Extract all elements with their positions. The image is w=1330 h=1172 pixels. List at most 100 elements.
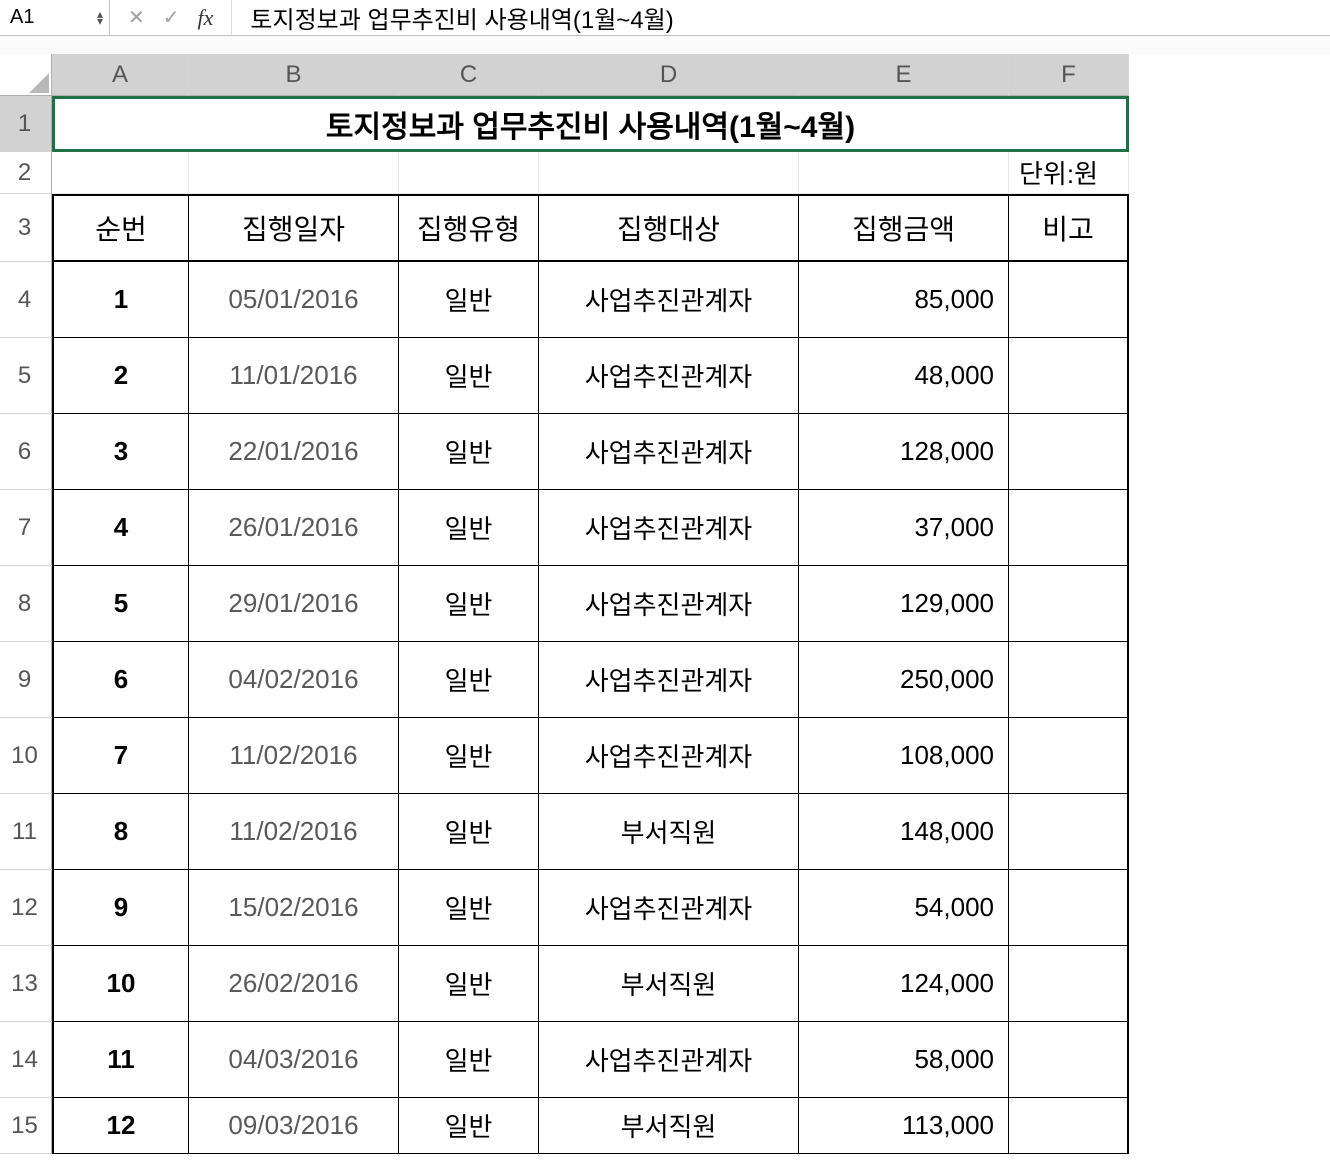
- row-header-3[interactable]: 3: [0, 194, 52, 262]
- table-row[interactable]: 사업추진관계자: [539, 262, 799, 338]
- table-row[interactable]: 부서직원: [539, 794, 799, 870]
- table-row[interactable]: 일반: [399, 946, 539, 1022]
- table-row[interactable]: 일반: [399, 718, 539, 794]
- spreadsheet-grid[interactable]: A B C D E F 1 토지정보과 업무추진비 사용내역(1월~4월) 2 …: [0, 54, 1330, 1154]
- table-row[interactable]: 04/03/2016: [189, 1022, 399, 1098]
- table-row[interactable]: [1009, 870, 1129, 946]
- table-row[interactable]: 3: [52, 414, 189, 490]
- table-row[interactable]: [1009, 338, 1129, 414]
- col-header-A[interactable]: A: [52, 54, 189, 96]
- table-row[interactable]: 22/01/2016: [189, 414, 399, 490]
- unit-cell[interactable]: 단위:원: [1009, 152, 1129, 194]
- table-row[interactable]: 일반: [399, 642, 539, 718]
- table-row[interactable]: 108,000: [799, 718, 1009, 794]
- row-header-9[interactable]: 9: [0, 642, 52, 718]
- row-header-6[interactable]: 6: [0, 414, 52, 490]
- name-box-stepper-icon[interactable]: ▴▾: [97, 11, 103, 25]
- row-header-4[interactable]: 4: [0, 262, 52, 338]
- th-note[interactable]: 비고: [1009, 194, 1129, 262]
- table-row[interactable]: 129,000: [799, 566, 1009, 642]
- table-row[interactable]: [1009, 642, 1129, 718]
- table-row[interactable]: [1009, 490, 1129, 566]
- table-row[interactable]: 37,000: [799, 490, 1009, 566]
- name-box[interactable]: A1 ▴▾: [0, 0, 110, 35]
- cell-A2[interactable]: [52, 152, 189, 194]
- cell-C2[interactable]: [399, 152, 539, 194]
- col-header-C[interactable]: C: [399, 54, 539, 96]
- table-row[interactable]: 26/01/2016: [189, 490, 399, 566]
- row-header-11[interactable]: 11: [0, 794, 52, 870]
- table-row[interactable]: 05/01/2016: [189, 262, 399, 338]
- table-row[interactable]: 11/02/2016: [189, 718, 399, 794]
- table-row[interactable]: 11: [52, 1022, 189, 1098]
- table-row[interactable]: 8: [52, 794, 189, 870]
- table-row[interactable]: 부서직원: [539, 1098, 799, 1154]
- table-row[interactable]: [1009, 262, 1129, 338]
- table-row[interactable]: 113,000: [799, 1098, 1009, 1154]
- table-row[interactable]: 일반: [399, 1022, 539, 1098]
- table-row[interactable]: 일반: [399, 338, 539, 414]
- fx-icon[interactable]: fx: [198, 5, 214, 31]
- table-row[interactable]: 일반: [399, 794, 539, 870]
- th-date[interactable]: 집행일자: [189, 194, 399, 262]
- table-row[interactable]: 58,000: [799, 1022, 1009, 1098]
- table-row[interactable]: 128,000: [799, 414, 1009, 490]
- table-row[interactable]: 일반: [399, 262, 539, 338]
- table-row[interactable]: 09/03/2016: [189, 1098, 399, 1154]
- th-target[interactable]: 집행대상: [539, 194, 799, 262]
- table-row[interactable]: 85,000: [799, 262, 1009, 338]
- th-seq[interactable]: 순번: [52, 194, 189, 262]
- col-header-D[interactable]: D: [539, 54, 799, 96]
- table-row[interactable]: 사업추진관계자: [539, 566, 799, 642]
- table-row[interactable]: 11/01/2016: [189, 338, 399, 414]
- table-row[interactable]: [1009, 1022, 1129, 1098]
- table-row[interactable]: 일반: [399, 566, 539, 642]
- table-row[interactable]: 사업추진관계자: [539, 490, 799, 566]
- table-row[interactable]: 11/02/2016: [189, 794, 399, 870]
- col-header-F[interactable]: F: [1009, 54, 1129, 96]
- row-header-8[interactable]: 8: [0, 566, 52, 642]
- cell-D2[interactable]: [539, 152, 799, 194]
- table-row[interactable]: 일반: [399, 414, 539, 490]
- col-header-E[interactable]: E: [799, 54, 1009, 96]
- table-row[interactable]: 7: [52, 718, 189, 794]
- table-row[interactable]: 250,000: [799, 642, 1009, 718]
- table-row[interactable]: 일반: [399, 1098, 539, 1154]
- th-amount[interactable]: 집행금액: [799, 194, 1009, 262]
- row-header-14[interactable]: 14: [0, 1022, 52, 1098]
- formula-input[interactable]: 토지정보과 업무추진비 사용내역(1월~4월): [232, 0, 1330, 35]
- table-row[interactable]: 54,000: [799, 870, 1009, 946]
- row-header-1[interactable]: 1: [0, 96, 52, 152]
- table-row[interactable]: 4: [52, 490, 189, 566]
- select-all-corner[interactable]: [0, 54, 52, 96]
- table-row[interactable]: 148,000: [799, 794, 1009, 870]
- accept-formula-icon[interactable]: ✓: [163, 5, 180, 30]
- table-row[interactable]: 6: [52, 642, 189, 718]
- table-row[interactable]: 48,000: [799, 338, 1009, 414]
- table-row[interactable]: 2: [52, 338, 189, 414]
- table-row[interactable]: 사업추진관계자: [539, 870, 799, 946]
- table-row[interactable]: 사업추진관계자: [539, 642, 799, 718]
- table-row[interactable]: 124,000: [799, 946, 1009, 1022]
- row-header-2[interactable]: 2: [0, 152, 52, 194]
- table-row[interactable]: [1009, 566, 1129, 642]
- table-row[interactable]: [1009, 718, 1129, 794]
- cell-B2[interactable]: [189, 152, 399, 194]
- table-row[interactable]: 사업추진관계자: [539, 718, 799, 794]
- row-header-15[interactable]: 15: [0, 1098, 52, 1154]
- title-cell[interactable]: 토지정보과 업무추진비 사용내역(1월~4월): [52, 96, 1129, 152]
- table-row[interactable]: 1: [52, 262, 189, 338]
- col-header-B[interactable]: B: [189, 54, 399, 96]
- row-header-5[interactable]: 5: [0, 338, 52, 414]
- table-row[interactable]: 12: [52, 1098, 189, 1154]
- table-row[interactable]: 일반: [399, 490, 539, 566]
- th-type[interactable]: 집행유형: [399, 194, 539, 262]
- cancel-formula-icon[interactable]: ✕: [128, 5, 145, 30]
- table-row[interactable]: [1009, 794, 1129, 870]
- table-row[interactable]: 10: [52, 946, 189, 1022]
- row-header-13[interactable]: 13: [0, 946, 52, 1022]
- table-row[interactable]: [1009, 1098, 1129, 1154]
- table-row[interactable]: 15/02/2016: [189, 870, 399, 946]
- table-row[interactable]: 5: [52, 566, 189, 642]
- table-row[interactable]: 사업추진관계자: [539, 338, 799, 414]
